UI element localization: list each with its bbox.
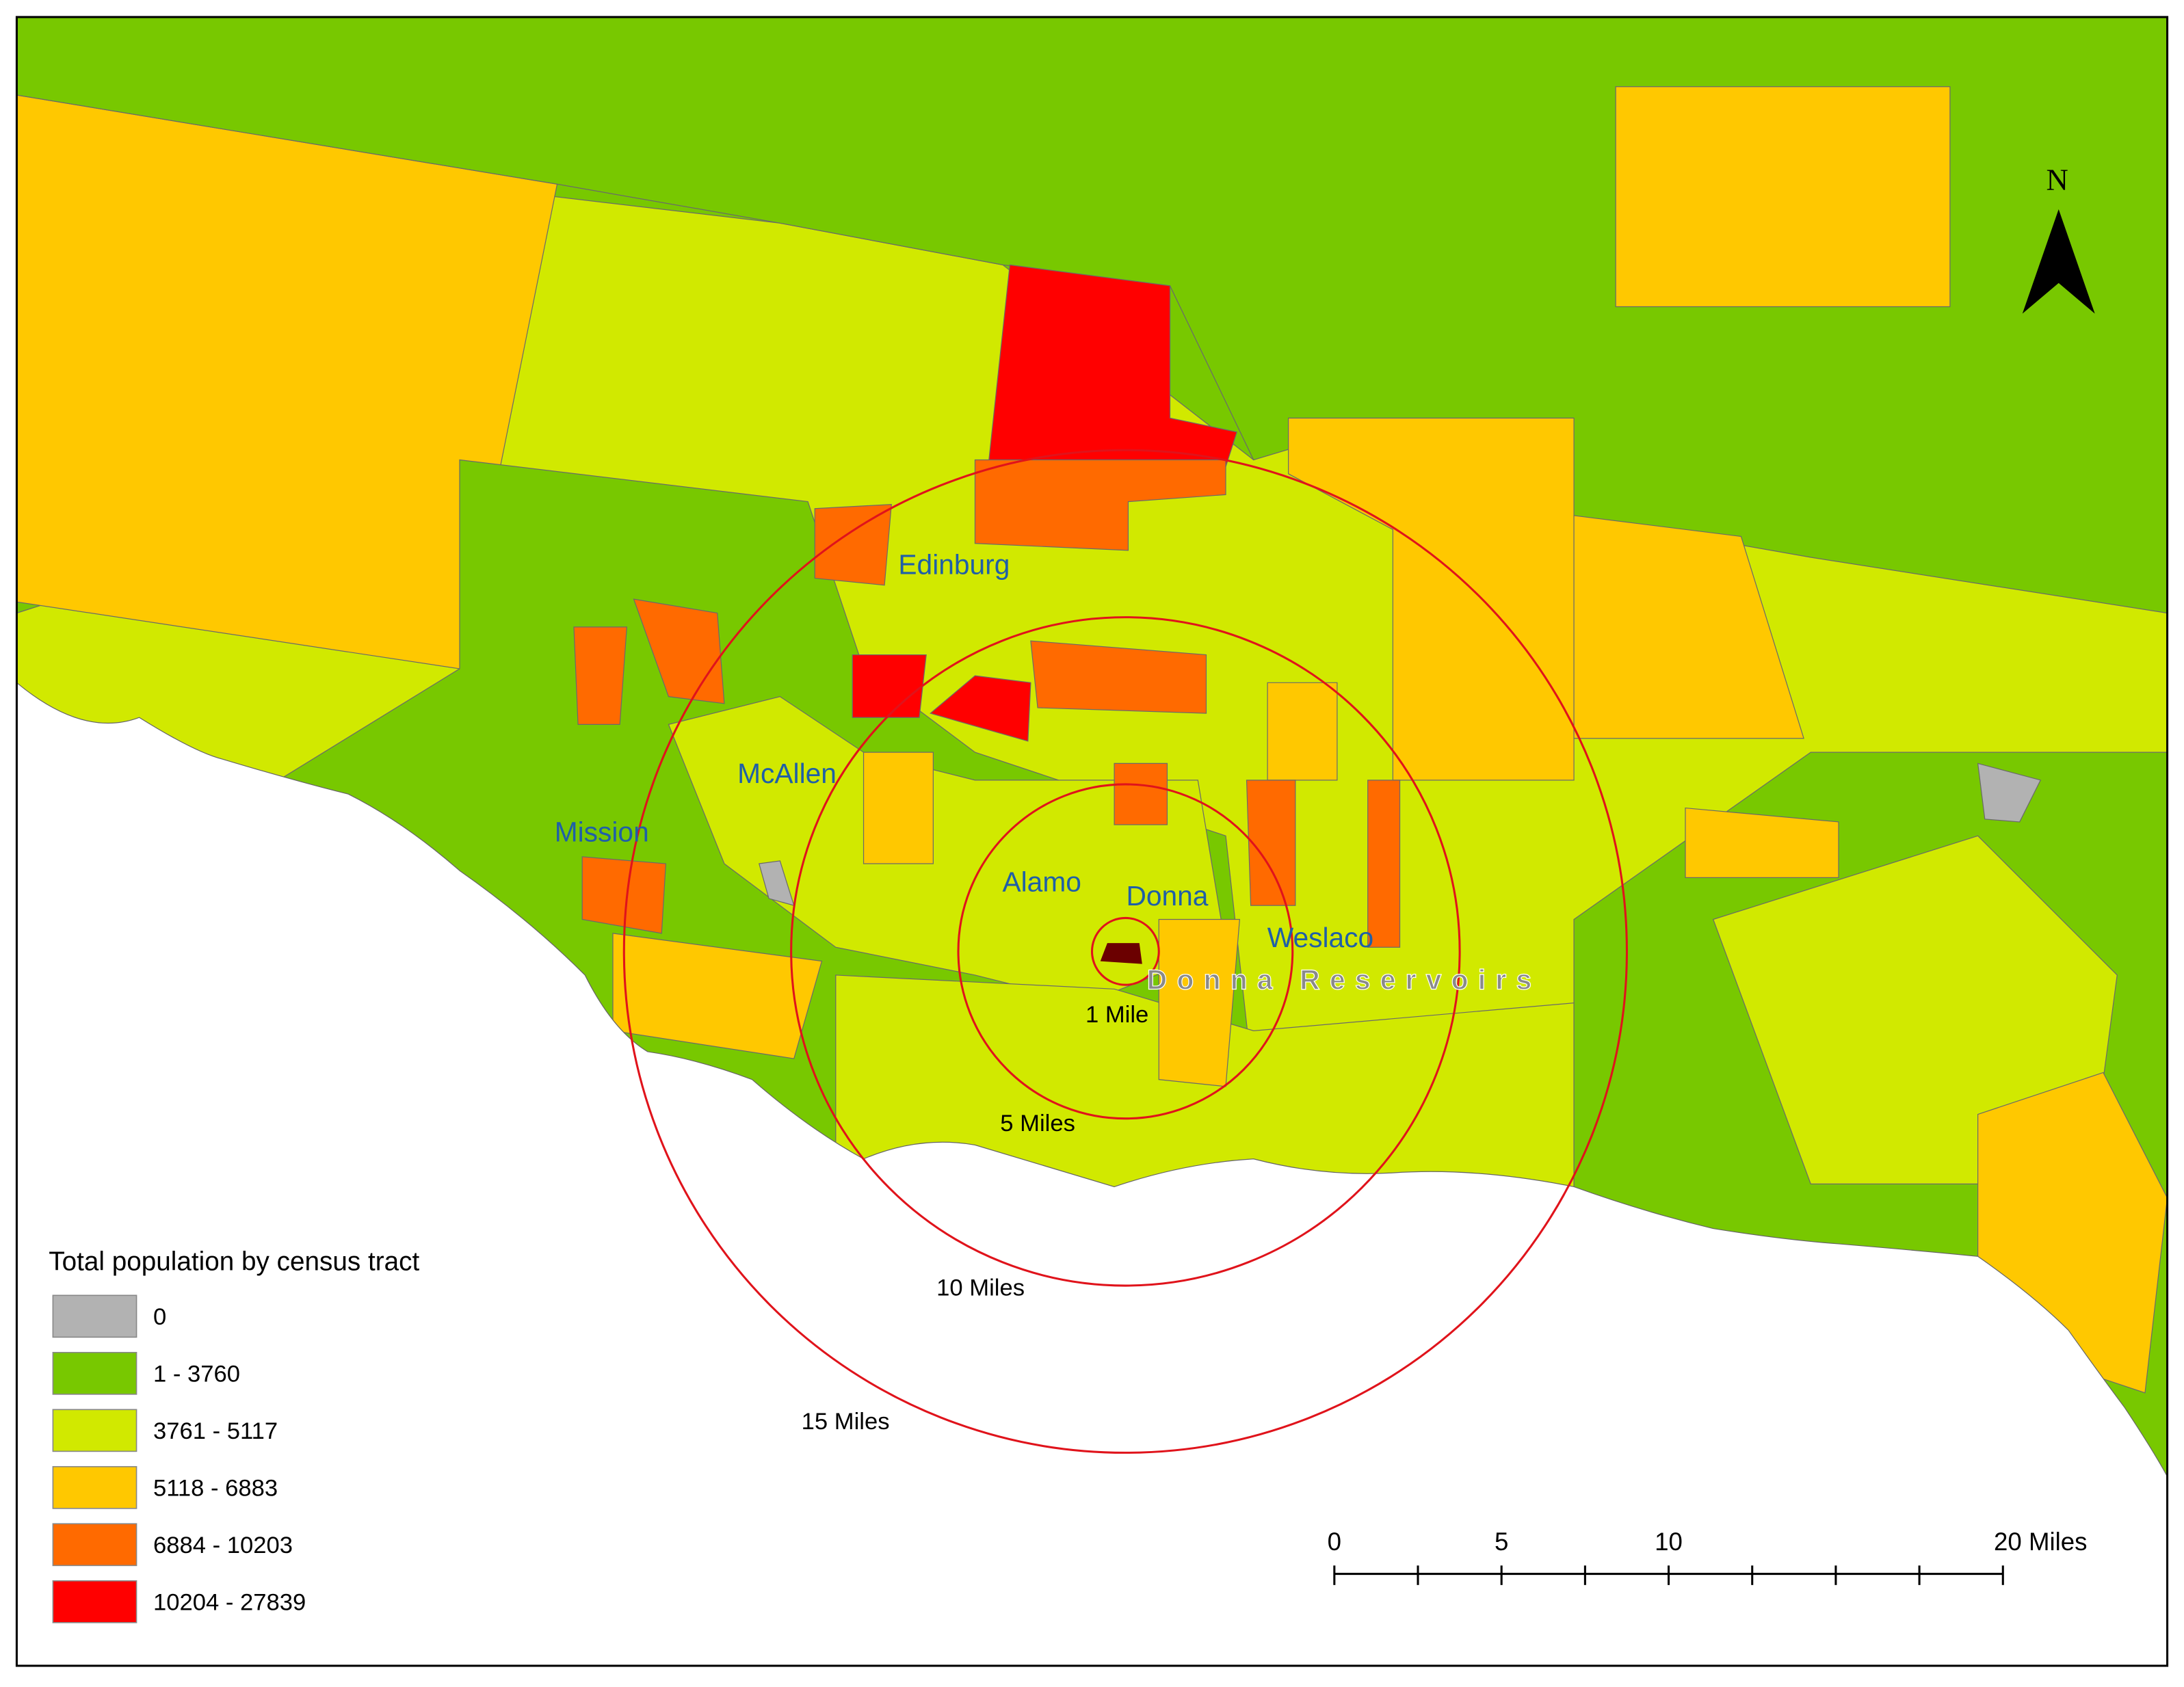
buffers	[622, 449, 1628, 1454]
reservoir	[1100, 943, 1142, 964]
tract	[1158, 918, 1241, 1087]
tract	[1977, 762, 2042, 823]
legend-label: 6884 - 10203	[153, 1532, 293, 1558]
site-label: Donna Reservoirs	[1147, 964, 1542, 995]
north-arrow: N	[2022, 162, 2095, 314]
tract	[852, 654, 927, 718]
place-label: McAllen	[737, 758, 837, 789]
tract	[1615, 86, 1951, 308]
scale-label: 10	[1655, 1528, 1683, 1556]
scale-bar: 0 5 10 20 Miles	[1328, 1528, 2087, 1585]
frame	[15, 16, 2169, 1667]
legend-title: Total population by census tract	[49, 1247, 419, 1277]
tract	[1246, 780, 1296, 906]
tract	[1685, 807, 1839, 879]
place-label: Mission	[555, 816, 649, 847]
tract	[930, 675, 1031, 742]
scale-label: 5	[1495, 1528, 1508, 1556]
legend-label: 5118 - 6883	[153, 1476, 278, 1502]
mexico	[16, 681, 2168, 1666]
buffer-ring	[1090, 916, 1160, 986]
buffer-label: 1 Mile	[1086, 1002, 1148, 1028]
buffer-ring	[790, 616, 1461, 1287]
legend: Total population by census tract 0 1 - 37…	[16, 1225, 502, 1666]
legend-label: 0	[153, 1304, 166, 1330]
legend-label: 10204 - 27839	[153, 1590, 306, 1616]
buffer-label: 15 Miles	[802, 1409, 890, 1435]
legend-swatch	[52, 1409, 137, 1452]
legend-swatch	[52, 1580, 137, 1623]
north-arrow-shape	[2022, 209, 2095, 314]
legend-swatch	[52, 1351, 137, 1395]
tract	[863, 752, 934, 864]
place-label: Weslaco	[1267, 922, 1373, 953]
tract	[1367, 780, 1401, 948]
scale-label: 0	[1328, 1528, 1341, 1556]
place-label: Edinburg	[898, 548, 1010, 580]
legend-swatch	[52, 1523, 137, 1567]
scale-label: 20 Miles	[1994, 1528, 2087, 1556]
tract	[573, 626, 628, 726]
north-label: N	[2047, 162, 2068, 196]
legend-label: 1 - 3760	[153, 1361, 240, 1387]
legend-swatch	[52, 1294, 137, 1338]
buffer-label: 5 Miles	[1000, 1111, 1075, 1137]
legend-swatch	[52, 1465, 137, 1509]
buffer-label: 10 Miles	[936, 1275, 1025, 1301]
place-label: Alamo	[1002, 866, 1081, 898]
tract	[1267, 682, 1338, 781]
buffer-ring	[957, 783, 1294, 1120]
tract	[814, 503, 892, 586]
tract	[1114, 762, 1168, 825]
tract	[612, 933, 823, 1059]
legend-label: 3761 - 5117	[153, 1418, 278, 1444]
tract	[633, 598, 725, 704]
tract	[581, 856, 667, 934]
tract	[1030, 640, 1207, 714]
buffer-ring	[622, 449, 1628, 1454]
place-label: Donna	[1126, 880, 1208, 912]
tract	[1573, 515, 1804, 739]
